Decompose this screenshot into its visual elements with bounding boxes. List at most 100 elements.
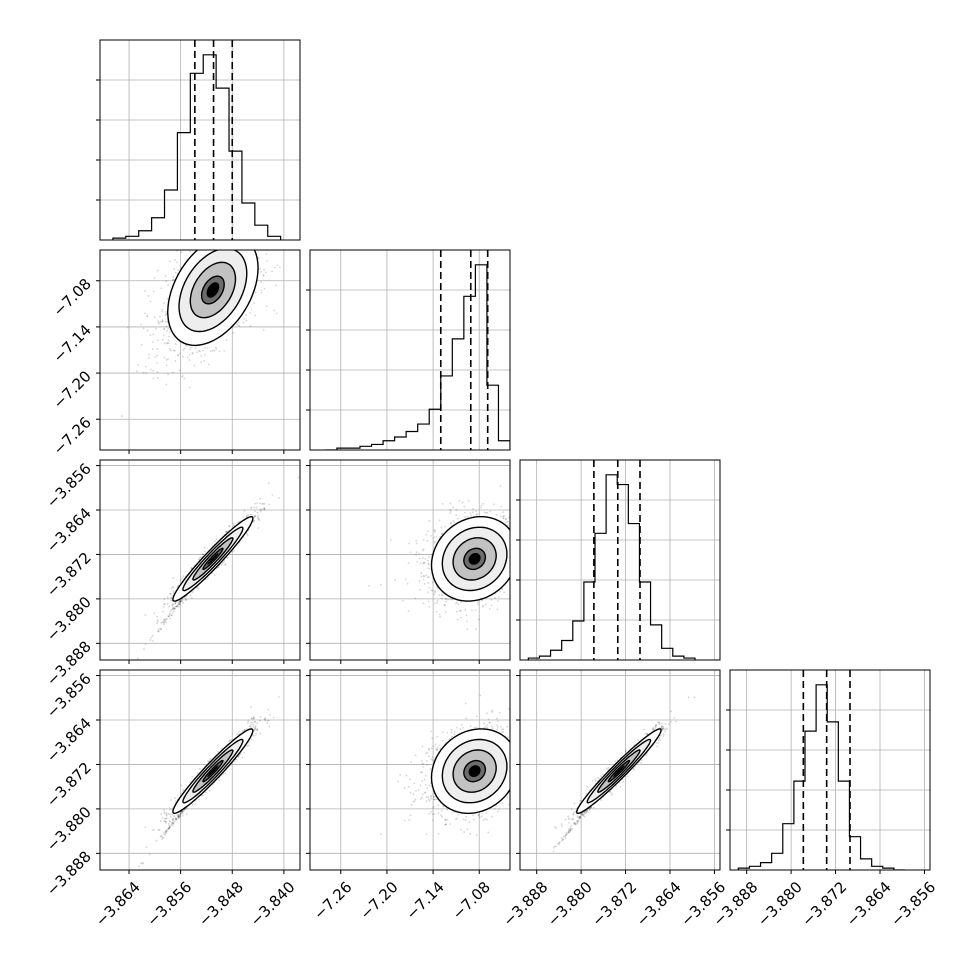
sample-point (163, 356, 166, 359)
sample-point (176, 261, 178, 264)
sample-point (152, 640, 154, 642)
sample-point (246, 534, 249, 537)
sample-point (228, 740, 230, 743)
sample-point (427, 567, 429, 570)
sample-point (177, 815, 180, 818)
sample-point (178, 603, 181, 606)
sample-point (169, 260, 171, 263)
sample-point (263, 507, 266, 510)
sample-point (261, 503, 264, 505)
sample-point (171, 612, 174, 614)
sample-point (428, 567, 431, 570)
sample-point (433, 541, 436, 544)
sample-point (433, 593, 436, 596)
sample-point (161, 338, 164, 341)
sample-point (241, 241, 243, 243)
sample-point (218, 350, 221, 353)
sample-point (248, 238, 250, 240)
sample-point (445, 600, 447, 603)
sample-point (238, 211, 240, 213)
sample-point (255, 247, 257, 249)
sample-point (415, 553, 417, 556)
sample-point (434, 591, 437, 594)
sample-point (181, 374, 184, 377)
sample-point (260, 508, 262, 511)
sample-point (512, 536, 514, 538)
sample-point (253, 515, 256, 518)
sample-point (263, 502, 266, 505)
sample-point (183, 347, 186, 350)
panel-frame (99, 459, 301, 661)
sample-point (169, 826, 172, 828)
sample-point (201, 228, 203, 230)
sample-point (189, 781, 192, 784)
sample-point (174, 601, 177, 604)
sample-point (218, 227, 220, 229)
sample-point (259, 508, 262, 511)
sample-point (174, 271, 177, 274)
sample-point (475, 510, 478, 513)
sample-point (166, 828, 169, 831)
sample-point (134, 871, 136, 873)
sample-point (177, 354, 179, 356)
sample-point (172, 610, 175, 613)
sample-point (213, 349, 216, 352)
sample-point (275, 312, 278, 315)
sample-point (455, 602, 457, 605)
sample-point (517, 536, 519, 538)
sample-point (449, 508, 451, 511)
sample-point (160, 621, 163, 624)
sample-point (217, 566, 220, 569)
sample-point (159, 315, 161, 318)
sample-point (427, 562, 430, 565)
joint-panel (99, 669, 301, 873)
sample-point (179, 600, 182, 603)
sample-point (428, 556, 430, 558)
sample-point (254, 515, 257, 517)
sample-point (224, 772, 227, 775)
sample-point (525, 556, 527, 558)
sample-point (472, 507, 474, 510)
sample-point (259, 245, 261, 247)
sample-point (513, 559, 515, 561)
sample-point (191, 352, 194, 355)
sample-point (176, 814, 179, 816)
sample-point (168, 612, 171, 615)
sample-point (171, 594, 174, 597)
sample-point (161, 310, 164, 313)
sample-point (254, 510, 256, 513)
sample-point (418, 580, 421, 582)
sample-point (160, 835, 163, 837)
sample-point (408, 542, 411, 545)
sample-point (180, 599, 182, 601)
sample-point (153, 277, 156, 279)
sample-point (149, 639, 152, 641)
sample-point (181, 577, 184, 580)
sample-point (168, 613, 171, 616)
sample-point (172, 586, 175, 589)
sample-point (211, 349, 214, 352)
sample-point (165, 342, 168, 345)
sample-point (169, 813, 172, 816)
sample-point (253, 506, 256, 509)
sample-point (477, 601, 479, 604)
sample-point (152, 377, 155, 380)
sample-point (258, 257, 260, 259)
sample-point (513, 568, 515, 570)
sample-point (251, 721, 254, 724)
sample-point (268, 503, 271, 506)
sample-point (505, 521, 508, 524)
sample-point (236, 217, 238, 219)
sample-point (429, 534, 432, 537)
sample-point (181, 598, 184, 600)
sample-point (163, 342, 166, 344)
sample-point (171, 604, 174, 607)
sample-point (456, 618, 459, 621)
sample-point (260, 289, 263, 292)
sample-point (166, 297, 169, 300)
sample-point (522, 569, 524, 571)
sample-point (427, 576, 430, 579)
sample-point (178, 601, 180, 604)
sample-point (238, 229, 240, 231)
histogram-panel (726, 669, 931, 871)
